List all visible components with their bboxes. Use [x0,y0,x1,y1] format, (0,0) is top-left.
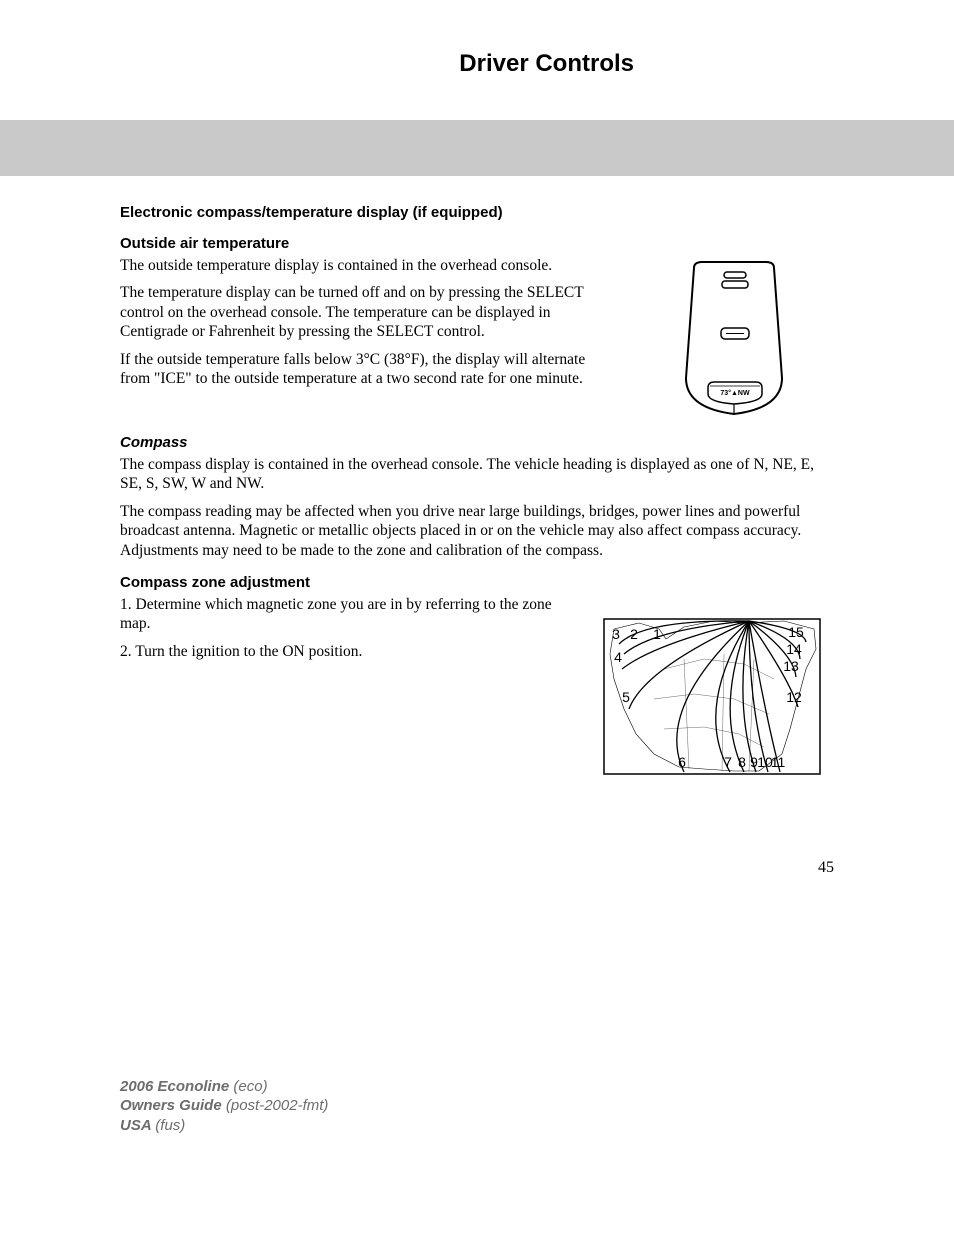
zone-label: 2 [630,626,638,642]
footer-region-code: (fus) [155,1117,185,1134]
para-compass-interference: The compass reading may be affected when… [120,502,834,560]
footer-model-code: (eco) [233,1078,267,1095]
zone-label: 4 [614,649,622,665]
zone-label: 8 [738,754,746,770]
overhead-console-illustration: 73°▲NW [634,258,834,418]
page-number: 45 [120,859,834,877]
zone-label: 12 [786,689,802,705]
zone-map-illustration: 123456789101112131415 [584,599,834,789]
footer-meta: 2006 Econoline (eco) Owners Guide (post-… [120,1077,328,1136]
zone-label: 1 [653,626,661,642]
heading-feature: Electronic compass/temperature display (… [120,204,834,221]
para-compass-display: The compass display is contained in the … [120,455,834,494]
zone-label: 3 [612,626,620,642]
heading-outside-temp: Outside air temperature [120,235,834,252]
heading-compass: Compass [120,434,834,451]
zone-label: 13 [783,658,799,674]
footer-guide-fmt: (post-2002-fmt) [226,1097,329,1114]
footer-guide: Owners Guide [120,1097,226,1114]
footer-region: USA [120,1117,155,1134]
zone-label: 5 [622,689,630,705]
zone-label: 6 [678,754,686,770]
svg-text:73°▲NW: 73°▲NW [720,389,750,397]
heading-zone-adjust: Compass zone adjustment [120,574,834,591]
zone-label: 11 [771,754,786,770]
header-bar [0,120,954,176]
zone-label: 15 [788,624,804,640]
footer-model: 2006 Econoline [120,1078,233,1095]
zone-label: 7 [724,754,732,770]
zone-label: 14 [786,641,802,657]
section-title: Driver Controls [459,50,634,78]
